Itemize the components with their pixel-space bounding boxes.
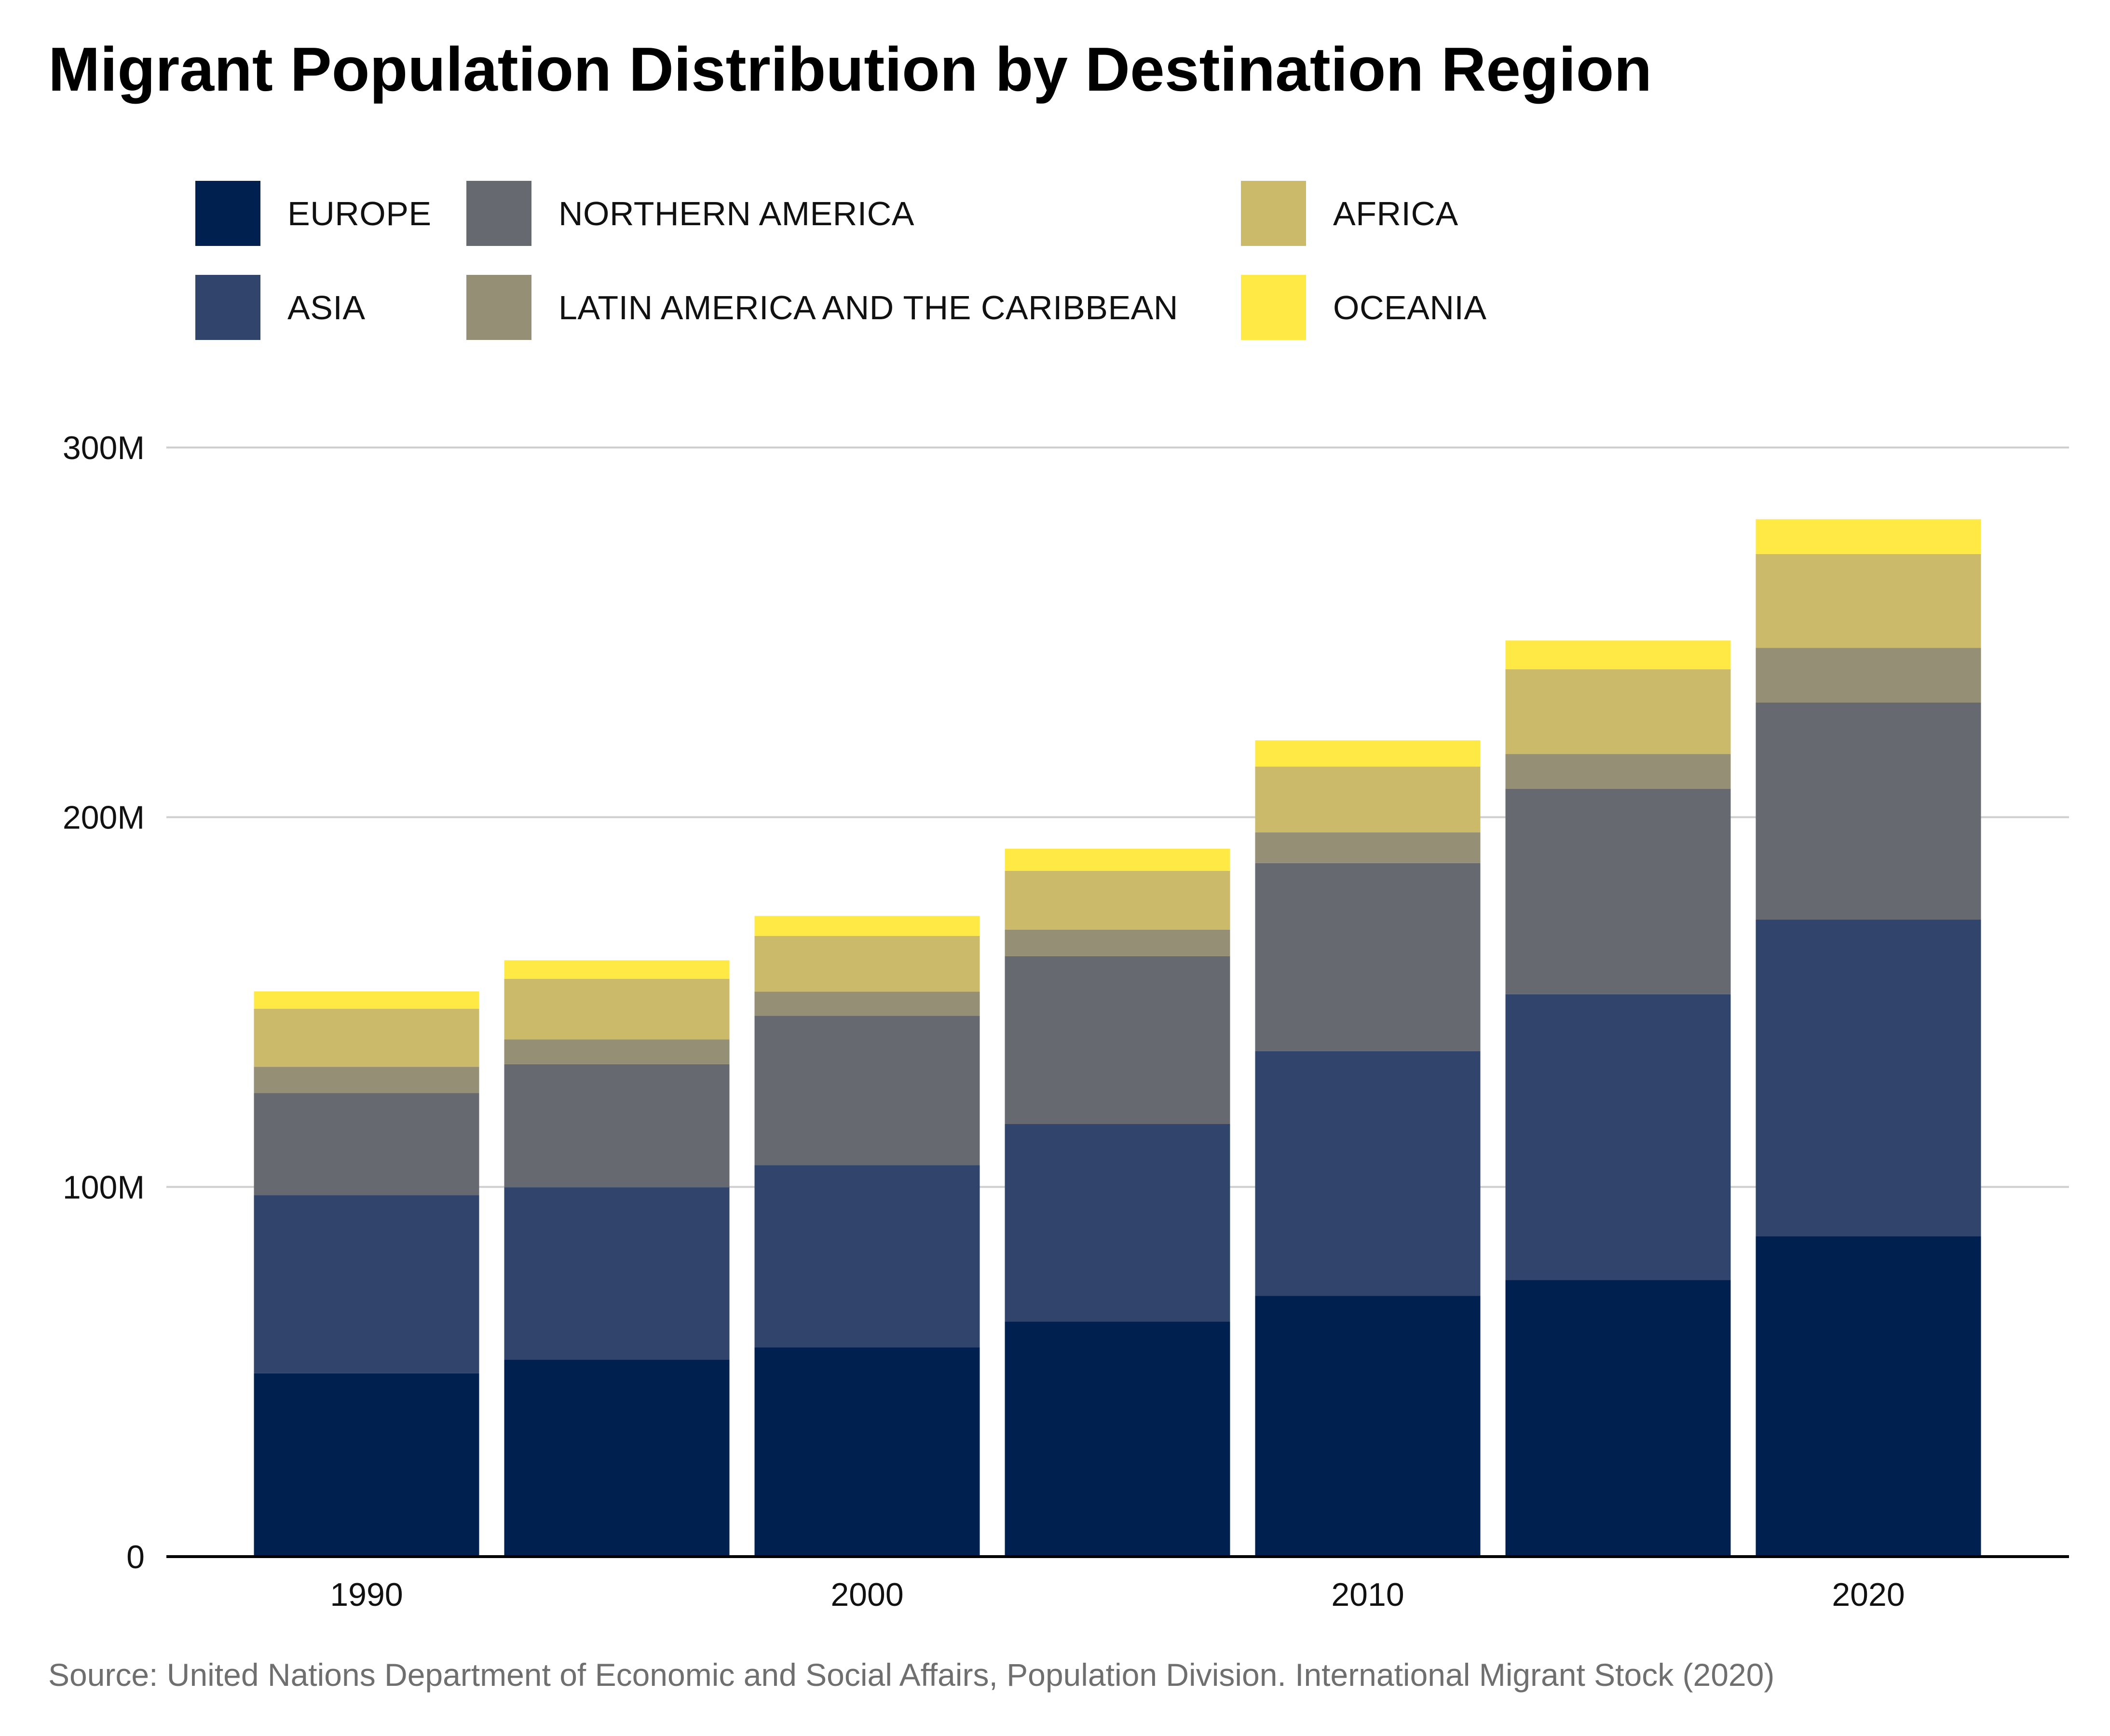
bar-1990-asia: [254, 1195, 479, 1373]
bar-1995-northern-america: [504, 1064, 730, 1188]
y-tick-label: 300M: [63, 430, 145, 466]
y-tick-label: 200M: [63, 800, 145, 836]
bar-2015-oceania: [1505, 640, 1731, 669]
bar-2020-northern-america: [1756, 703, 1981, 920]
bar-stack-2010: [1255, 740, 1481, 1557]
bar-2010-africa: [1255, 766, 1481, 833]
bar-2005-asia: [1005, 1124, 1230, 1322]
legend-item-europe: EUROPE: [195, 181, 432, 246]
bar-1995-europe: [504, 1359, 730, 1557]
legend-item-africa: AFRICA: [1241, 181, 1458, 246]
bar-2015-asia: [1505, 994, 1731, 1280]
bar-2015-latin-america-and-the-caribbean: [1505, 754, 1731, 789]
bar-2000-africa: [754, 936, 980, 992]
bar-2010-asia: [1255, 1051, 1481, 1296]
bar-1995-latin-america-and-the-caribbean: [504, 1039, 730, 1064]
legend-label-africa: AFRICA: [1333, 194, 1458, 232]
bar-2020-europe: [1756, 1236, 1981, 1557]
chart-title: Migrant Population Distribution by Desti…: [48, 35, 1652, 104]
bar-1990-northern-america: [254, 1093, 479, 1195]
bar-stack-2015: [1505, 640, 1731, 1557]
bar-stack-2000: [754, 916, 980, 1557]
bar-1990-latin-america-and-the-caribbean: [254, 1067, 479, 1093]
legend-swatch-europe: [195, 181, 260, 246]
legend-label-europe: EUROPE: [287, 194, 432, 232]
bar-1995-asia: [504, 1187, 730, 1360]
bar-2010-latin-america-and-the-caribbean: [1255, 832, 1481, 863]
legend-swatch-africa: [1241, 181, 1306, 246]
bar-2010-europe: [1255, 1296, 1481, 1557]
bar-2015-northern-america: [1505, 788, 1731, 994]
legend-item-oceania: OCEANIA: [1241, 275, 1487, 340]
bar-stack-2005: [1005, 848, 1230, 1557]
bar-2005-northern-america: [1005, 956, 1230, 1124]
bar-2020-asia: [1756, 920, 1981, 1236]
bar-1990-oceania: [254, 991, 479, 1009]
bar-stack-2020: [1756, 519, 1981, 1557]
bar-2015-africa: [1505, 669, 1731, 754]
bar-2005-latin-america-and-the-caribbean: [1005, 929, 1230, 956]
legend-label-northern-america: NORTHERN AMERICA: [558, 194, 914, 232]
x-tick-label: 2010: [1331, 1576, 1404, 1613]
bar-2005-africa: [1005, 870, 1230, 930]
legend-label-oceania: OCEANIA: [1333, 288, 1487, 326]
bar-1995-oceania: [504, 960, 730, 979]
bar-1990-africa: [254, 1008, 479, 1067]
legend-item-northern-america: NORTHERN AMERICA: [466, 181, 914, 246]
bar-2020-africa: [1756, 554, 1981, 648]
bar-2000-europe: [754, 1347, 980, 1557]
bar-2000-asia: [754, 1165, 980, 1348]
legend-swatch-northern-america: [466, 181, 531, 246]
source-note: Source: United Nations Department of Eco…: [48, 1657, 1775, 1693]
bar-1995-africa: [504, 978, 730, 1040]
x-tick-label: 2020: [1832, 1576, 1905, 1613]
bar-1990-europe: [254, 1373, 479, 1557]
x-axis-labels: 1990 2000 2010 2020: [330, 1576, 1905, 1613]
bar-stacks: [254, 519, 1981, 1557]
bar-2010-northern-america: [1255, 863, 1481, 1051]
bar-2000-northern-america: [754, 1016, 980, 1166]
bar-2020-latin-america-and-the-caribbean: [1756, 648, 1981, 703]
bar-stack-1995: [504, 960, 730, 1557]
legend-item-latin-america: LATIN AMERICA AND THE CARIBBEAN: [466, 275, 1178, 340]
bar-2000-latin-america-and-the-caribbean: [754, 991, 980, 1016]
legend-label-asia: ASIA: [287, 288, 366, 326]
y-tick-label: 0: [126, 1539, 145, 1575]
legend-item-asia: ASIA: [195, 275, 366, 340]
x-tick-label: 1990: [330, 1576, 403, 1613]
bar-2020-oceania: [1756, 519, 1981, 554]
legend-swatch-oceania: [1241, 275, 1306, 340]
y-tick-label: 100M: [63, 1169, 145, 1206]
bar-2005-oceania: [1005, 848, 1230, 871]
legend-swatch-asia: [195, 275, 260, 340]
bar-2015-europe: [1505, 1280, 1731, 1557]
legend-label-latin-america: LATIN AMERICA AND THE CARIBBEAN: [558, 288, 1178, 326]
y-axis-labels: 0 100M 200M 300M: [63, 430, 145, 1575]
bar-2000-oceania: [754, 916, 980, 936]
x-tick-label: 2000: [830, 1576, 903, 1613]
bar-2005-europe: [1005, 1321, 1230, 1557]
legend-swatch-latin-america: [466, 275, 531, 340]
bar-2010-oceania: [1255, 740, 1481, 767]
bar-stack-1990: [254, 991, 479, 1557]
